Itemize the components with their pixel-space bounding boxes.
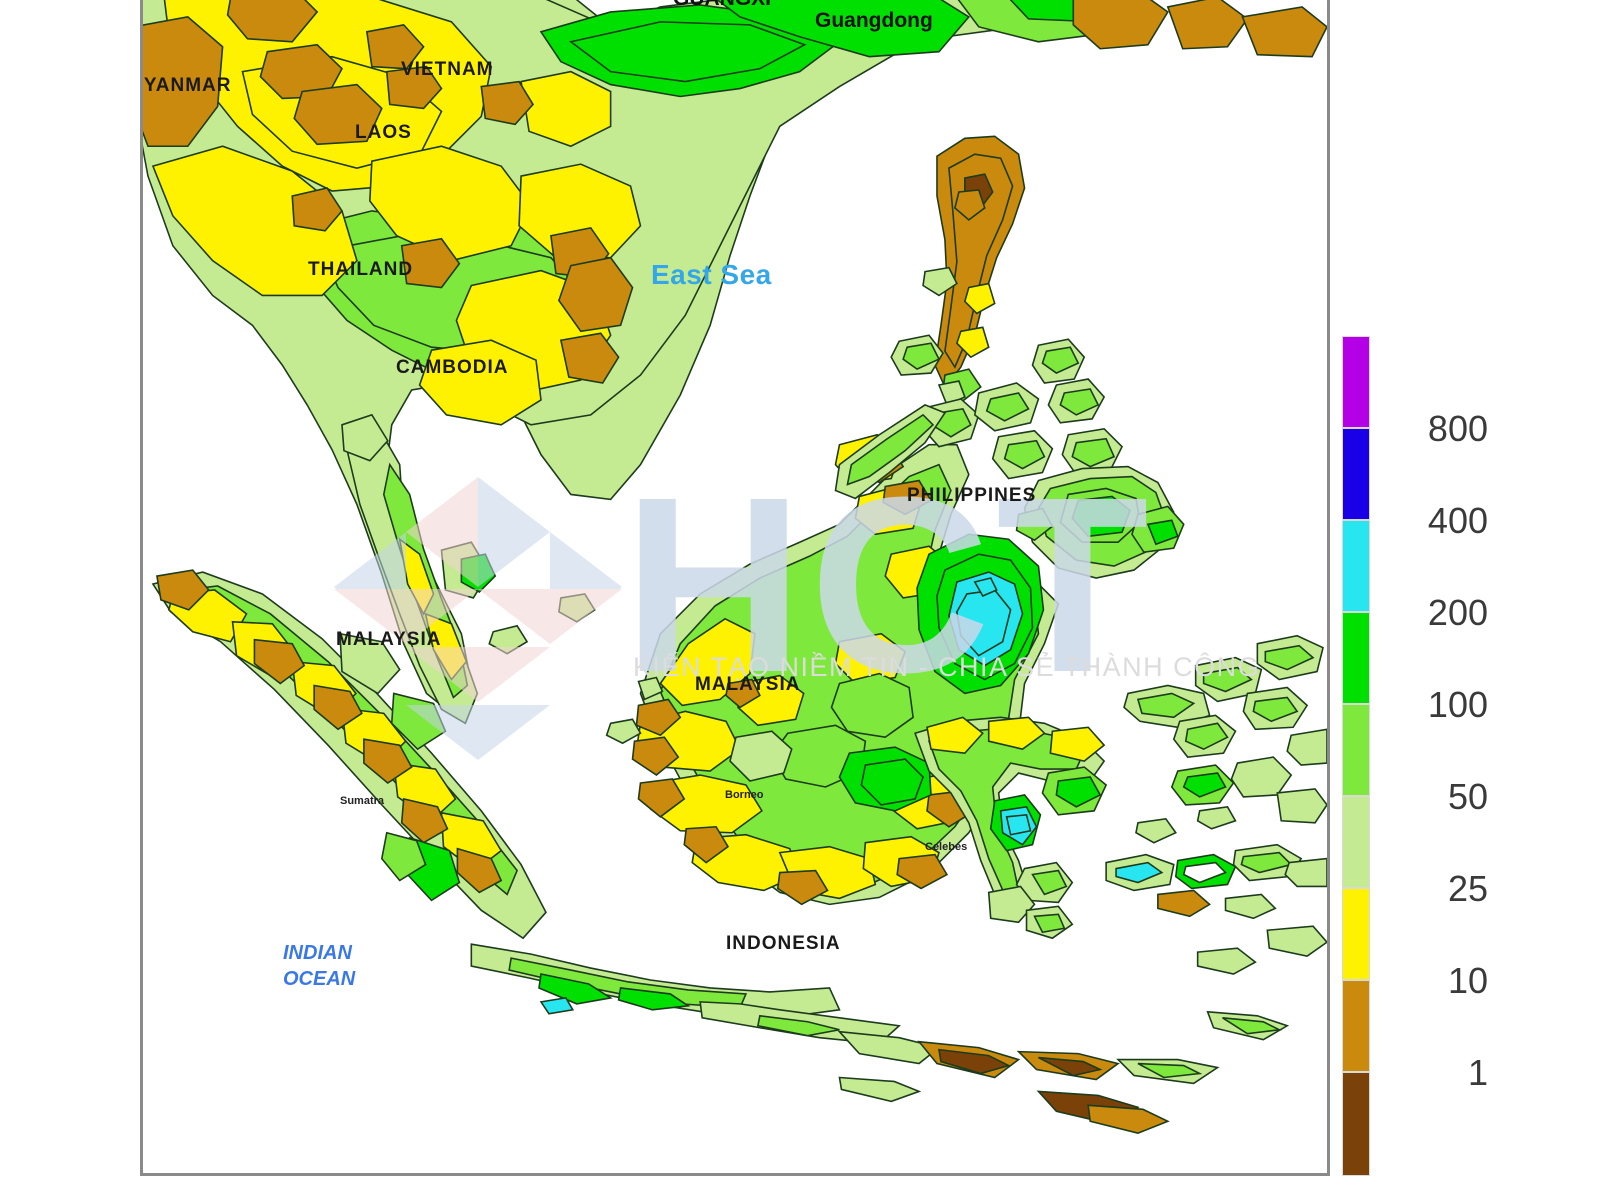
label-myanmar: MYANMAR [143,75,232,96]
label-celebes: Celebes [925,841,968,853]
colorbar-tick-200: 200 [1427,592,1488,633]
label-thailand: THAILAND [308,259,414,280]
colorbar-tick-10: 10 [1447,960,1488,1001]
label-sumatra: Sumatra [340,795,385,807]
colorbar-band-25-50 [1342,796,1370,888]
colorbar-tick-100: 100 [1427,684,1488,725]
label-indonesia: INDONESIA [726,933,841,954]
colorbar-tick-1: 1 [1467,1052,1488,1093]
colorbar-band-200-400 [1342,520,1370,612]
map-panel: HCT KIẾN TẠO NIỀM TIN - CHIA SẺ THÀNH CÔ… [140,0,1330,1176]
label-vietnam: VIETNAM [401,59,494,80]
colorbar-band-50-100 [1342,704,1370,796]
label-indian-ocean-line2: OCEAN [283,968,356,990]
label-cambodia: CAMBODIA [396,357,509,378]
label-guangxi: GUANGXI [673,0,771,11]
label-east-sea: East Sea [651,259,772,290]
colorbar-tick-800: 800 [1427,408,1488,449]
colorbar-tick-400: 400 [1427,500,1488,541]
colorbar-band-10-25 [1342,888,1370,980]
colorbar-tick-25: 25 [1447,868,1488,909]
colorbar-band-above-800 [1342,336,1370,428]
label-malaysia-peninsular: MALAYSIA [336,629,442,650]
label-borneo: Borneo [725,789,764,801]
colorbar-band-100-200 [1342,612,1370,704]
precipitation-map [143,0,1327,1135]
colorbar-tick-50: 50 [1447,776,1488,817]
label-laos: LAOS [355,122,412,143]
label-malaysia-borneo: MALAYSIA [695,674,801,695]
colorbar-band-400-800 [1342,428,1370,520]
label-indian-ocean-line1: INDIAN [283,942,352,964]
precipitation-colorbar: 800 400 200 100 50 25 10 1 [1342,336,1582,1176]
colorbar-band-below-1 [1342,1072,1370,1176]
label-guangdong: Guangdong [815,9,933,32]
label-philippines: PHILIPPINES [907,485,1037,506]
colorbar-band-1-10 [1342,980,1370,1072]
